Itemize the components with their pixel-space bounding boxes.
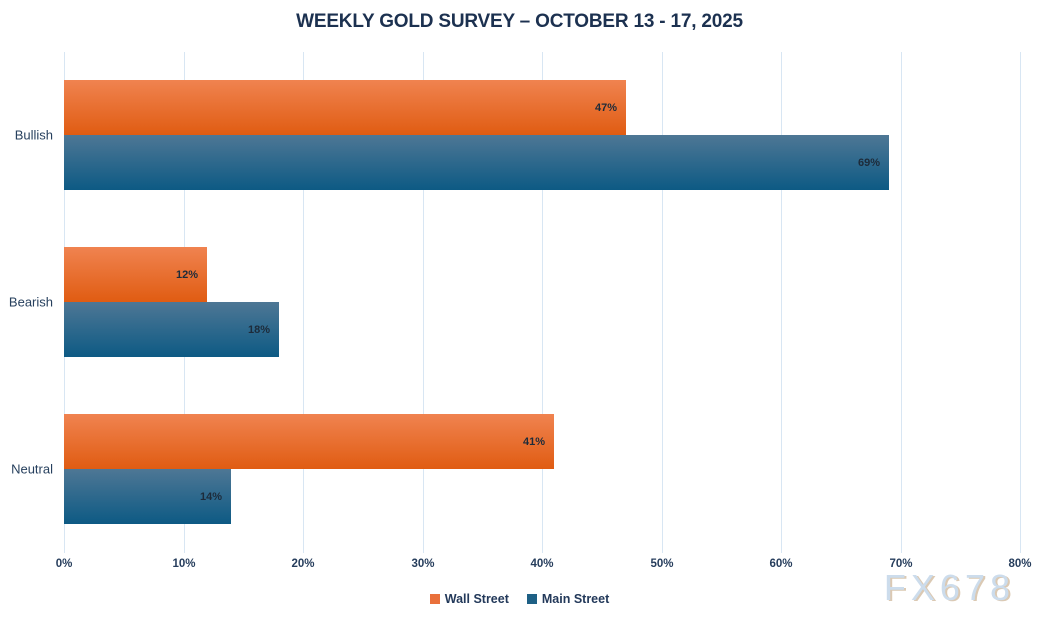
x-axis-tick-label: 70%: [889, 558, 913, 570]
plot-area: 47% 69% 12% 18% 41% 14%: [64, 52, 1021, 553]
x-axis-tick-label: 20%: [291, 558, 315, 570]
bar-value-label: 41%: [522, 435, 545, 448]
bar-main-street-bearish: 18%: [64, 302, 279, 357]
bar-wall-street-bullish: 47%: [64, 80, 626, 135]
gridline: [1020, 52, 1021, 553]
gridline: [542, 52, 543, 553]
x-axis-tick-label: 60%: [769, 558, 793, 570]
bar-wall-street-bearish: 12%: [64, 247, 207, 302]
bar-main-street-neutral: 14%: [64, 469, 231, 524]
chart-title: WEEKLY GOLD SURVEY – OCTOBER 13 - 17, 20…: [296, 11, 743, 32]
legend-label: Main Street: [541, 592, 610, 606]
bar-value-label: 69%: [857, 156, 880, 169]
bar-value-label: 12%: [175, 268, 198, 281]
legend-item-main-street: Main Street: [526, 592, 610, 606]
x-axis-tick-label: 10%: [172, 558, 196, 570]
bar-wall-street-neutral: 41%: [64, 414, 554, 469]
x-axis-tick-label: 50%: [650, 558, 674, 570]
legend-item-wall-street: Wall Street: [429, 592, 509, 606]
watermark: FX678: [883, 567, 1015, 608]
bar-main-street-bullish: 69%: [64, 135, 889, 190]
legend-label: Wall Street: [444, 592, 509, 606]
x-axis-tick-label: 0%: [55, 558, 73, 570]
legend-swatch-icon-main-street: [526, 594, 537, 604]
legend-swatch-icon-wall-street: [429, 594, 440, 604]
category-label-bullish: Bullish: [14, 127, 53, 143]
gridline: [781, 52, 782, 553]
x-axis-tick-label: 30%: [411, 558, 435, 570]
gridline: [662, 52, 663, 553]
x-axis-tick-label: 80%: [1008, 558, 1032, 570]
gridline: [423, 52, 424, 553]
gridline: [901, 52, 902, 553]
bar-value-label: 18%: [247, 323, 270, 336]
category-label-neutral: Neutral: [11, 461, 53, 477]
x-axis-tick-label: 40%: [530, 558, 554, 570]
bar-value-label: 14%: [199, 490, 222, 503]
category-label-bearish: Bearish: [8, 294, 53, 310]
bar-value-label: 47%: [594, 101, 617, 114]
gridline: [303, 52, 304, 553]
legend: Wall Street Main Street: [0, 592, 1039, 606]
